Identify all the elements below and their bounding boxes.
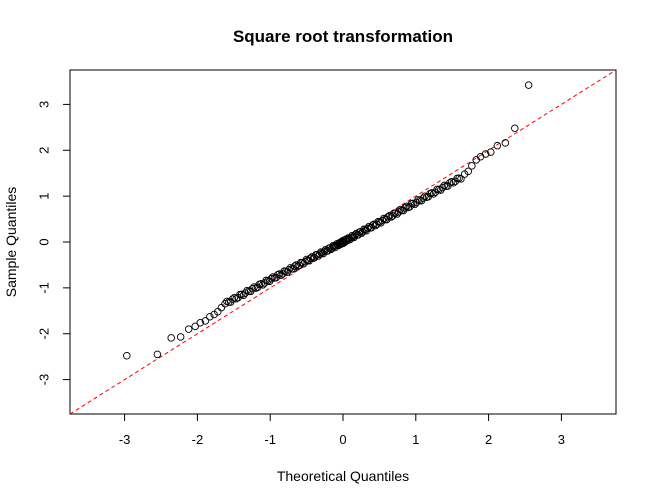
y-tick-label: -1 xyxy=(37,282,52,294)
y-tick-label: -2 xyxy=(37,328,52,340)
data-point xyxy=(201,317,210,325)
data-point xyxy=(428,189,436,197)
data-point xyxy=(269,273,277,281)
y-tick-label: 2 xyxy=(37,147,52,154)
data-point xyxy=(487,148,495,156)
data-point xyxy=(438,183,447,192)
data-point xyxy=(446,179,454,187)
data-point xyxy=(481,150,490,158)
data-point xyxy=(464,167,472,176)
data-point xyxy=(196,318,205,327)
x-tick-label: -1 xyxy=(264,432,276,447)
data-point xyxy=(176,333,185,341)
data-point xyxy=(123,352,131,360)
x-tick-label: 1 xyxy=(412,432,419,447)
data-point xyxy=(409,199,417,208)
plot-area xyxy=(70,70,616,414)
y-tick-label: 0 xyxy=(37,238,52,245)
data-point xyxy=(306,254,315,262)
chart-title: Square root transformation xyxy=(233,27,453,46)
data-point xyxy=(501,139,510,147)
data-point xyxy=(153,350,162,359)
data-point xyxy=(191,322,199,331)
data-point xyxy=(468,162,476,170)
data-point xyxy=(447,177,456,186)
data-point xyxy=(237,290,246,299)
data-point xyxy=(493,141,502,150)
data-point xyxy=(286,264,295,272)
data-point xyxy=(167,334,175,342)
data-point xyxy=(291,262,299,270)
x-axis-label: Theoretical Quantiles xyxy=(277,468,409,484)
data-point xyxy=(369,221,377,229)
data-point xyxy=(257,280,265,288)
data-point xyxy=(217,303,226,312)
y-tick-label: 3 xyxy=(37,101,52,108)
x-tick-label: -3 xyxy=(119,432,131,447)
x-tick-label: 2 xyxy=(485,432,492,447)
y-tick-label: -3 xyxy=(37,374,52,386)
data-point xyxy=(184,325,193,333)
data-point xyxy=(274,271,282,279)
data-point xyxy=(457,175,465,183)
data-point xyxy=(329,242,337,250)
data-point xyxy=(401,204,409,212)
data-point xyxy=(228,295,237,303)
data-point xyxy=(285,266,293,274)
data-point xyxy=(476,152,485,161)
data-point xyxy=(206,313,214,321)
x-tick-label: -2 xyxy=(192,432,204,447)
data-point xyxy=(221,300,229,308)
data-point xyxy=(239,291,248,299)
data-point xyxy=(248,284,257,293)
data-point xyxy=(267,275,275,283)
data-point xyxy=(385,211,394,220)
y-axis: -3 -2 -1 0 1 2 3 xyxy=(37,101,71,386)
data-point xyxy=(449,178,458,187)
data-point xyxy=(436,186,445,194)
y-axis-label: Sample Quantiles xyxy=(3,187,19,298)
data-point xyxy=(419,194,427,202)
x-tick-label: 0 xyxy=(339,432,346,447)
data-point xyxy=(363,224,372,233)
data-point xyxy=(524,81,533,89)
x-axis: -3 -2 -1 0 1 2 3 xyxy=(119,413,565,447)
x-tick-label: 3 xyxy=(558,432,565,447)
data-point xyxy=(241,289,250,297)
data-point xyxy=(511,124,519,132)
data-point xyxy=(330,242,338,251)
y-tick-label: 1 xyxy=(37,193,52,200)
data-point xyxy=(384,213,392,221)
